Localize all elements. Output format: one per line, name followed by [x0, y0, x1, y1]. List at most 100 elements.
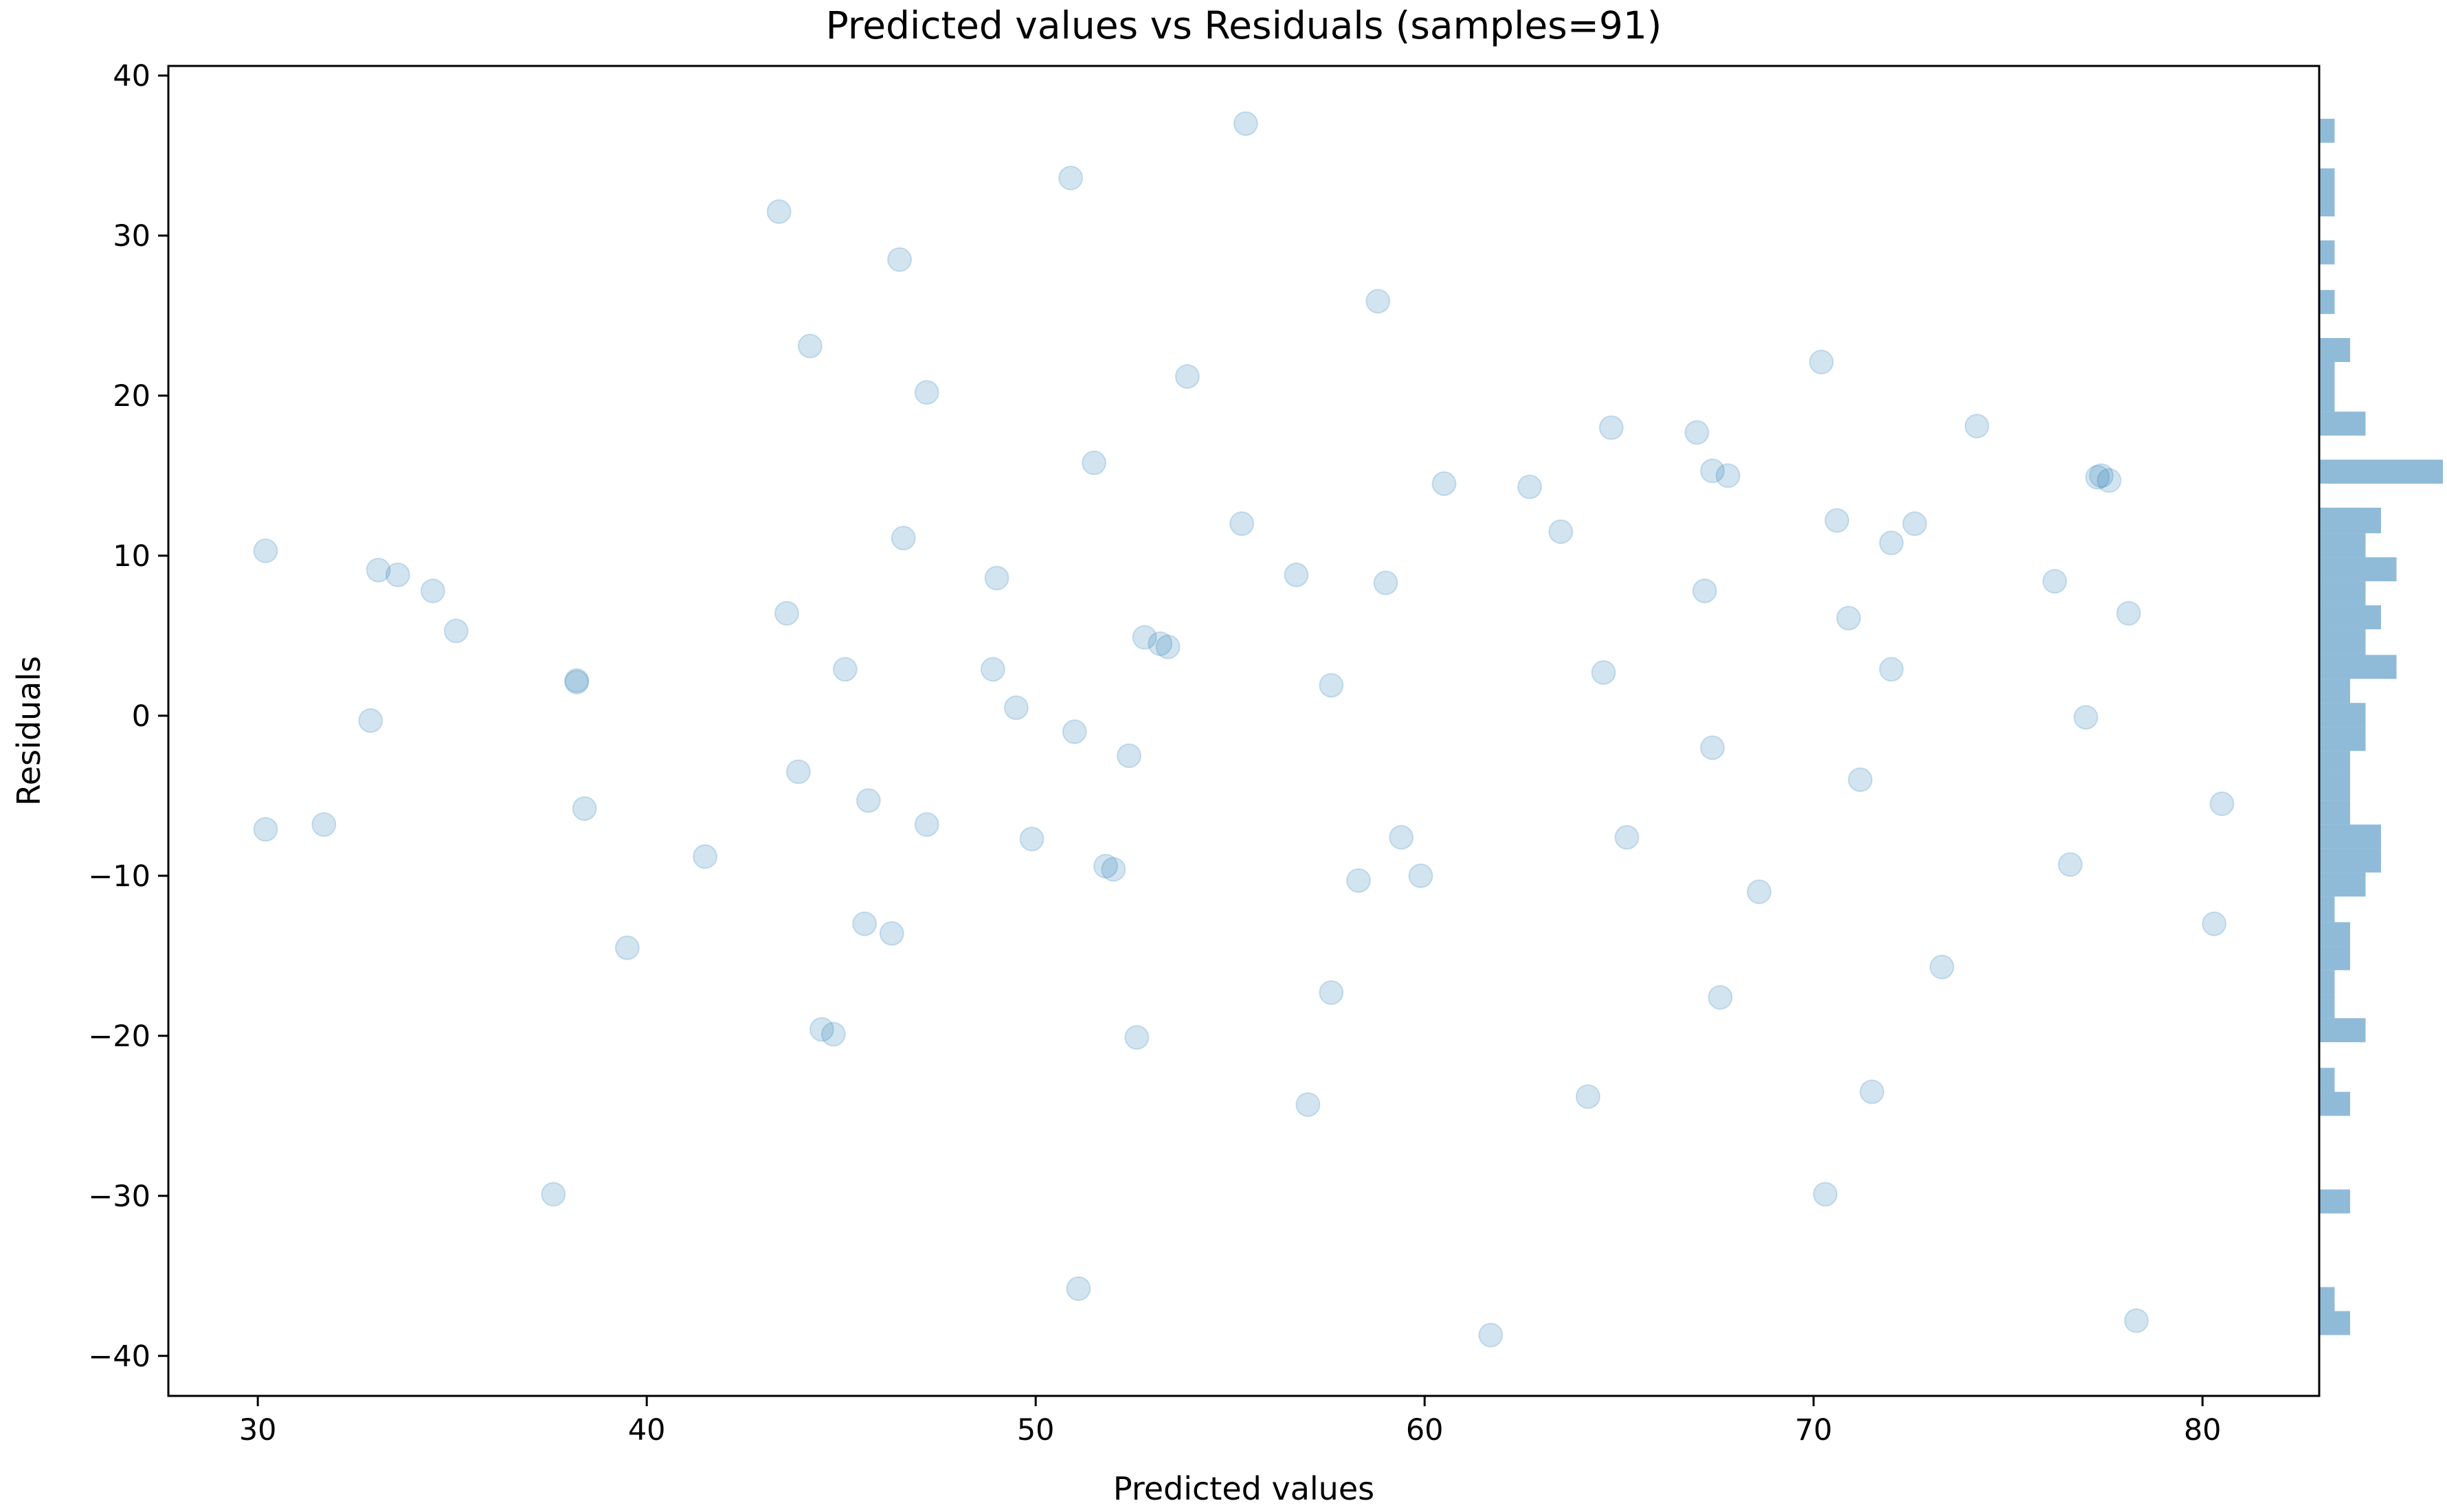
scatter-point	[572, 796, 597, 821]
histogram-bar	[2319, 192, 2335, 216]
scatter-point	[1003, 695, 1029, 721]
histogram-bar	[2319, 118, 2335, 143]
scatter-point	[1575, 1084, 1600, 1109]
histogram-bar	[2319, 385, 2335, 412]
histogram-bar	[2319, 727, 2366, 752]
scatter-point	[1859, 1079, 1885, 1105]
histogram-bar	[2319, 751, 2350, 776]
scatter-point	[980, 657, 1005, 682]
scatter-point	[914, 380, 939, 405]
scatter-point	[1478, 1322, 1504, 1348]
scatter-point	[774, 600, 799, 626]
histogram-bar	[2319, 970, 2335, 995]
y-axis-title: Residuals	[10, 656, 47, 806]
scatter-point	[1548, 519, 1574, 544]
histogram-bar	[2319, 1287, 2335, 1311]
y-tick-label: −30	[88, 1180, 150, 1214]
scatter-point	[1295, 1092, 1321, 1117]
histogram-bar	[2319, 896, 2335, 923]
scatter-point	[564, 668, 590, 693]
residual-histogram	[2319, 118, 2443, 1335]
scatter-point	[1066, 1276, 1091, 1301]
scatter-point	[253, 538, 278, 563]
scatter-point	[1708, 984, 1733, 1010]
scatter-point	[420, 578, 445, 604]
histogram-bar	[2319, 581, 2366, 606]
scatter-point	[1345, 868, 1371, 893]
scatter-point	[1155, 634, 1181, 659]
scatter-point	[1746, 879, 1772, 905]
histogram-bar	[2319, 1092, 2350, 1116]
scatter-point	[1431, 471, 1457, 497]
scatter-point	[1715, 463, 1741, 488]
y-tick-label: −10	[88, 859, 150, 894]
scatter-point	[1408, 863, 1433, 888]
scatter-point	[385, 562, 410, 587]
scatter-point	[366, 557, 391, 583]
scatter-point	[2042, 569, 2068, 594]
histogram-bar	[2319, 679, 2350, 703]
y-axis-ticks: −40 −30 −20 −10 0 10 20 30 40	[88, 59, 168, 1374]
histogram-bar	[2319, 848, 2381, 873]
scatter-point	[1964, 414, 1989, 439]
scatter-point	[984, 565, 1009, 591]
scatter-point	[1389, 824, 1414, 850]
scatter-point	[2116, 600, 2141, 626]
scatter-point	[1879, 530, 1904, 556]
histogram-bar	[2319, 703, 2366, 727]
points-layer	[253, 111, 2235, 1348]
scatter-point	[1082, 450, 1107, 475]
histogram-bar	[2319, 946, 2350, 971]
scatter-point	[2073, 705, 2099, 730]
scatter-point	[1229, 511, 1255, 537]
y-tick-label: 30	[113, 219, 150, 253]
scatter-point	[856, 788, 881, 813]
scatter-point	[253, 817, 278, 842]
histogram-bar	[2319, 508, 2381, 534]
scatter-point	[693, 844, 718, 869]
scatter-point	[1824, 508, 1850, 533]
y-tick-label: 0	[132, 699, 150, 734]
histogram-bar	[2319, 557, 2397, 582]
scatter-point	[2123, 1308, 2149, 1333]
scatter-point	[1174, 363, 1200, 389]
scatter-point	[1319, 980, 1344, 1005]
scatter-point	[1692, 578, 1717, 604]
scatter-point	[887, 247, 913, 272]
scatter-point	[1093, 853, 1119, 879]
histogram-bar	[2319, 168, 2335, 193]
x-tick-label: 50	[1017, 1413, 1055, 1447]
x-tick-label: 60	[1406, 1413, 1444, 1447]
scatter-point	[311, 812, 337, 837]
scatter-point	[797, 333, 823, 359]
scatter-point	[1148, 631, 1173, 657]
histogram-bar	[2319, 922, 2350, 947]
scatter-point	[1836, 605, 1862, 631]
scatter-point	[1284, 562, 1309, 587]
scatter-point	[2097, 468, 2122, 493]
histogram-bar	[2319, 290, 2335, 315]
histogram-bar	[2319, 1189, 2350, 1214]
scatter-point	[1124, 1025, 1150, 1050]
x-tick-label: 30	[239, 1413, 277, 1447]
scatter-point	[2209, 791, 2235, 817]
histogram-bar	[2319, 994, 2335, 1019]
histogram-bar	[2319, 411, 2366, 436]
scatter-point	[1848, 767, 1873, 793]
plot-frame	[167, 65, 2321, 1397]
scatter-point	[820, 1022, 846, 1047]
histogram-bar	[2319, 1311, 2350, 1335]
scatter-point	[785, 759, 811, 785]
scatter-point	[564, 669, 590, 695]
scatter-point	[766, 199, 792, 225]
histogram-bar	[2319, 460, 2443, 484]
scatter-point	[852, 911, 878, 936]
scatter-point	[1101, 857, 1126, 882]
scatter-point	[914, 812, 939, 837]
scatter-point	[2202, 911, 2227, 936]
scatter-point	[443, 618, 469, 644]
histogram-bar	[2319, 824, 2381, 849]
histogram-bar	[2319, 629, 2366, 655]
scatter-point	[1365, 289, 1391, 314]
scatter-point	[1062, 719, 1087, 745]
